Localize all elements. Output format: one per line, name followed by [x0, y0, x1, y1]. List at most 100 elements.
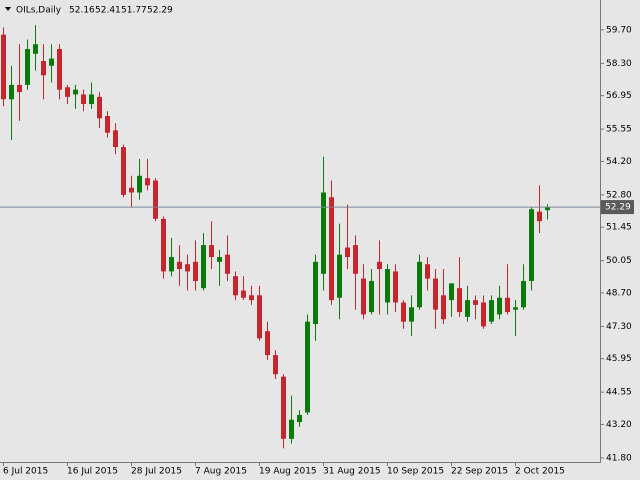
- candle-body: [9, 84, 14, 100]
- candle-body: [449, 283, 454, 301]
- candle-body: [73, 89, 78, 95]
- candle-body: [401, 302, 406, 322]
- menu-triangle[interactable]: [5, 7, 11, 11]
- candle-body: [161, 218, 166, 272]
- candle-body: [473, 300, 478, 305]
- candle-body: [281, 376, 286, 439]
- candle-body: [241, 290, 246, 298]
- candle-body: [329, 197, 334, 301]
- y-tick-label: 44.55: [606, 388, 632, 398]
- candle-body: [225, 254, 230, 274]
- candle-body: [249, 295, 254, 301]
- candle-body: [441, 295, 446, 320]
- candle-body: [33, 44, 38, 54]
- x-tick-label: 10 Sep 2015: [387, 467, 444, 477]
- candle-body: [177, 261, 182, 270]
- candle-body: [433, 278, 438, 310]
- y-tick-label: 59.70: [606, 25, 632, 35]
- candle-body: [425, 264, 430, 279]
- candle-body: [25, 49, 30, 85]
- candle-body: [233, 276, 238, 296]
- header-close: 52.29: [147, 6, 173, 16]
- x-tick-label: 31 Aug 2015: [323, 467, 381, 477]
- candle-body: [65, 87, 70, 97]
- candle-body: [393, 271, 398, 303]
- y-tick-label: 55.55: [606, 125, 632, 135]
- candle-body: [81, 94, 86, 105]
- candle-body: [1, 34, 6, 100]
- candle-body: [513, 307, 518, 310]
- candle-body: [105, 115, 110, 133]
- x-tick-label: 6 Jul 2015: [3, 467, 48, 477]
- candle-body: [489, 300, 494, 322]
- candle-body: [337, 254, 342, 298]
- header-low: 51.77: [121, 6, 147, 16]
- y-tick-label: 47.30: [606, 322, 632, 332]
- header-open: 52.16: [69, 6, 95, 16]
- y-tick-label: 56.95: [606, 91, 632, 101]
- candle-body: [273, 355, 278, 375]
- candle-body: [185, 264, 190, 272]
- y-tick-label: 50.05: [606, 256, 632, 266]
- candle-body: [97, 96, 102, 119]
- header-high: 52.41: [95, 6, 121, 16]
- candle-body: [113, 130, 118, 148]
- y-tick-label: 58.30: [606, 59, 632, 69]
- current-price-box: [601, 200, 634, 215]
- candle-body: [353, 245, 358, 274]
- candle-body: [169, 257, 174, 272]
- candle-body: [289, 419, 294, 439]
- candle-body: [321, 192, 326, 274]
- candle-body: [409, 307, 414, 322]
- candle-body: [89, 94, 94, 105]
- candle-body: [217, 257, 222, 262]
- x-tick-label: 2 Oct 2015: [515, 467, 565, 477]
- candle-body: [457, 288, 462, 313]
- candle-body: [17, 84, 22, 93]
- y-tick-label: 43.20: [606, 420, 632, 430]
- candle-body: [361, 278, 366, 315]
- candle-body: [417, 261, 422, 308]
- x-tick-label: 7 Aug 2015: [195, 467, 247, 477]
- candle-body: [209, 245, 214, 258]
- candle-body: [193, 261, 198, 281]
- candle-body: [369, 280, 374, 313]
- x-tick-label: 22 Sep 2015: [451, 467, 508, 477]
- candle-body: [201, 245, 206, 289]
- y-tick-label: 51.45: [606, 223, 632, 233]
- candle-body: [57, 49, 62, 90]
- candle-body: [145, 178, 150, 186]
- candle-body: [121, 147, 126, 195]
- y-tick-label: 52.80: [606, 190, 632, 200]
- candle-body: [521, 280, 526, 308]
- candle-body: [545, 207, 550, 211]
- candle-body: [529, 209, 534, 281]
- candle-body: [313, 261, 318, 325]
- y-tick-label: 41.80: [606, 453, 632, 463]
- candle-body: [377, 261, 382, 270]
- candle-body: [153, 180, 158, 219]
- candle-body: [497, 297, 502, 315]
- candle-body: [537, 211, 542, 222]
- y-tick-label: 45.95: [606, 354, 632, 364]
- candle-body: [137, 175, 142, 193]
- y-tick-label: 54.20: [606, 157, 632, 167]
- candle-body: [129, 187, 134, 193]
- candle-body: [257, 295, 262, 339]
- candle-body: [481, 302, 486, 327]
- y-tick-label: 48.70: [606, 288, 632, 298]
- candle-body: [385, 269, 390, 303]
- symbol: OILs,Daily: [16, 6, 62, 16]
- current-price-label: 52.29: [605, 203, 631, 213]
- x-tick-label: 28 Jul 2015: [131, 467, 182, 477]
- x-tick-label: 16 Jul 2015: [67, 467, 118, 477]
- candle-body: [41, 60, 46, 76]
- candle-body: [49, 58, 54, 66]
- candle-body: [297, 414, 302, 423]
- candle-body: [305, 321, 310, 413]
- candle-body: [265, 331, 270, 356]
- x-tick-label: 19 Aug 2015: [259, 467, 317, 477]
- candle-body: [505, 297, 510, 313]
